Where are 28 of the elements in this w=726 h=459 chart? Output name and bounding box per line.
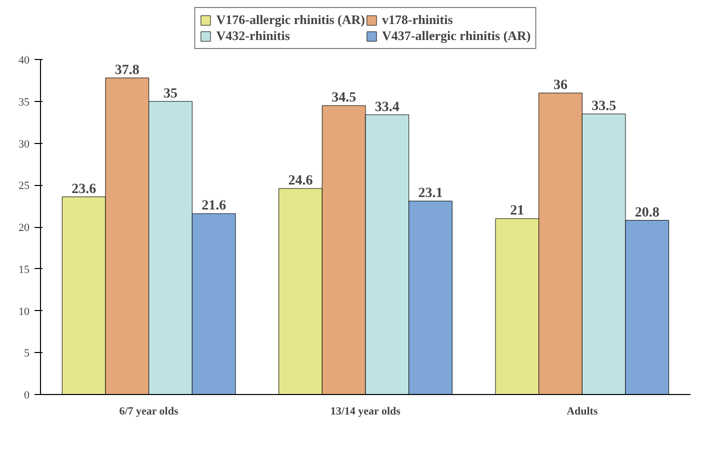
data-label: 23.6 — [72, 182, 96, 197]
y-tick-label: 20 — [18, 222, 30, 234]
data-label: 36 — [554, 78, 568, 93]
data-label: 24.6 — [288, 173, 313, 188]
data-label: 33.4 — [374, 100, 400, 115]
y-tick-label: 40 — [18, 54, 30, 66]
data-label: 21.6 — [202, 198, 226, 214]
x-tick-label: 6/7 year olds — [119, 406, 179, 418]
y-tick-label: 30 — [18, 138, 30, 150]
legend-label: V437-allergic rhinitis (AR) — [382, 28, 531, 44]
legend-label: V176-allergic rhinitis (AR) — [216, 12, 365, 28]
data-label: 33.5 — [592, 98, 616, 114]
legend-label: v178-rhinitis — [382, 12, 453, 28]
data-label: 20.8 — [634, 205, 660, 220]
y-tick-label: 0 — [24, 390, 30, 402]
data-label: 37.8 — [114, 62, 140, 78]
x-tick-label: 13/14 year olds — [330, 406, 402, 418]
x-tick-label: Adults — [566, 406, 598, 418]
y-tick-label: 15 — [18, 264, 30, 276]
data-label: 34.5 — [332, 90, 356, 106]
legend-label: V432-rhinitis — [216, 28, 290, 44]
data-label: 23.1 — [418, 186, 443, 202]
y-tick-label: 10 — [18, 306, 30, 318]
y-tick-label: 25 — [18, 180, 30, 192]
y-tick-label: 5 — [24, 348, 30, 360]
y-tick-label: 35 — [18, 96, 30, 108]
data-label: 21 — [510, 204, 524, 219]
data-label: 35 — [164, 86, 178, 102]
